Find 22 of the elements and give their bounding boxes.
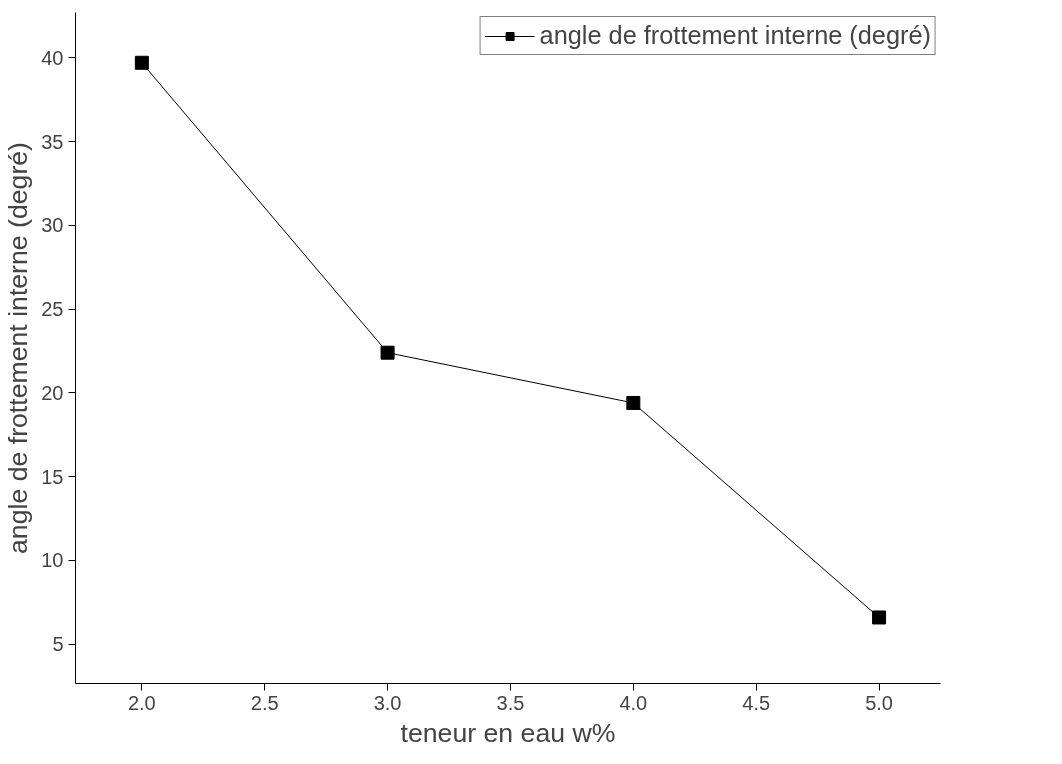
y-axis-title: angle de frottement interne (degré) xyxy=(3,142,34,554)
x-tick-label: 3.0 xyxy=(373,691,402,714)
x-tick-label: 4.5 xyxy=(742,691,771,714)
point xyxy=(626,395,641,410)
x-tick-label: 5.0 xyxy=(865,691,893,714)
point xyxy=(134,55,149,70)
point xyxy=(380,345,395,360)
y-tick-label: 40 xyxy=(41,46,64,69)
y-tick-label: 30 xyxy=(41,214,64,237)
y-tick-label: 5 xyxy=(52,633,64,656)
y-tick-label: 15 xyxy=(41,465,64,488)
x-axis-title: teneur en eau w% xyxy=(400,717,616,748)
x-tick-label: 3.5 xyxy=(496,691,525,714)
point xyxy=(872,610,887,625)
legend-label: angle de frottement interne (degré) xyxy=(539,21,931,50)
x-tick-label: 2.5 xyxy=(250,691,279,714)
x-tick-label: 2.0 xyxy=(127,691,156,714)
y-tick-label: 20 xyxy=(41,381,64,404)
y-tick-label: 35 xyxy=(41,130,64,153)
y-tick-label: 10 xyxy=(41,549,64,572)
y-tick-label: 25 xyxy=(41,298,64,321)
x-tick-label: 4.0 xyxy=(619,691,648,714)
